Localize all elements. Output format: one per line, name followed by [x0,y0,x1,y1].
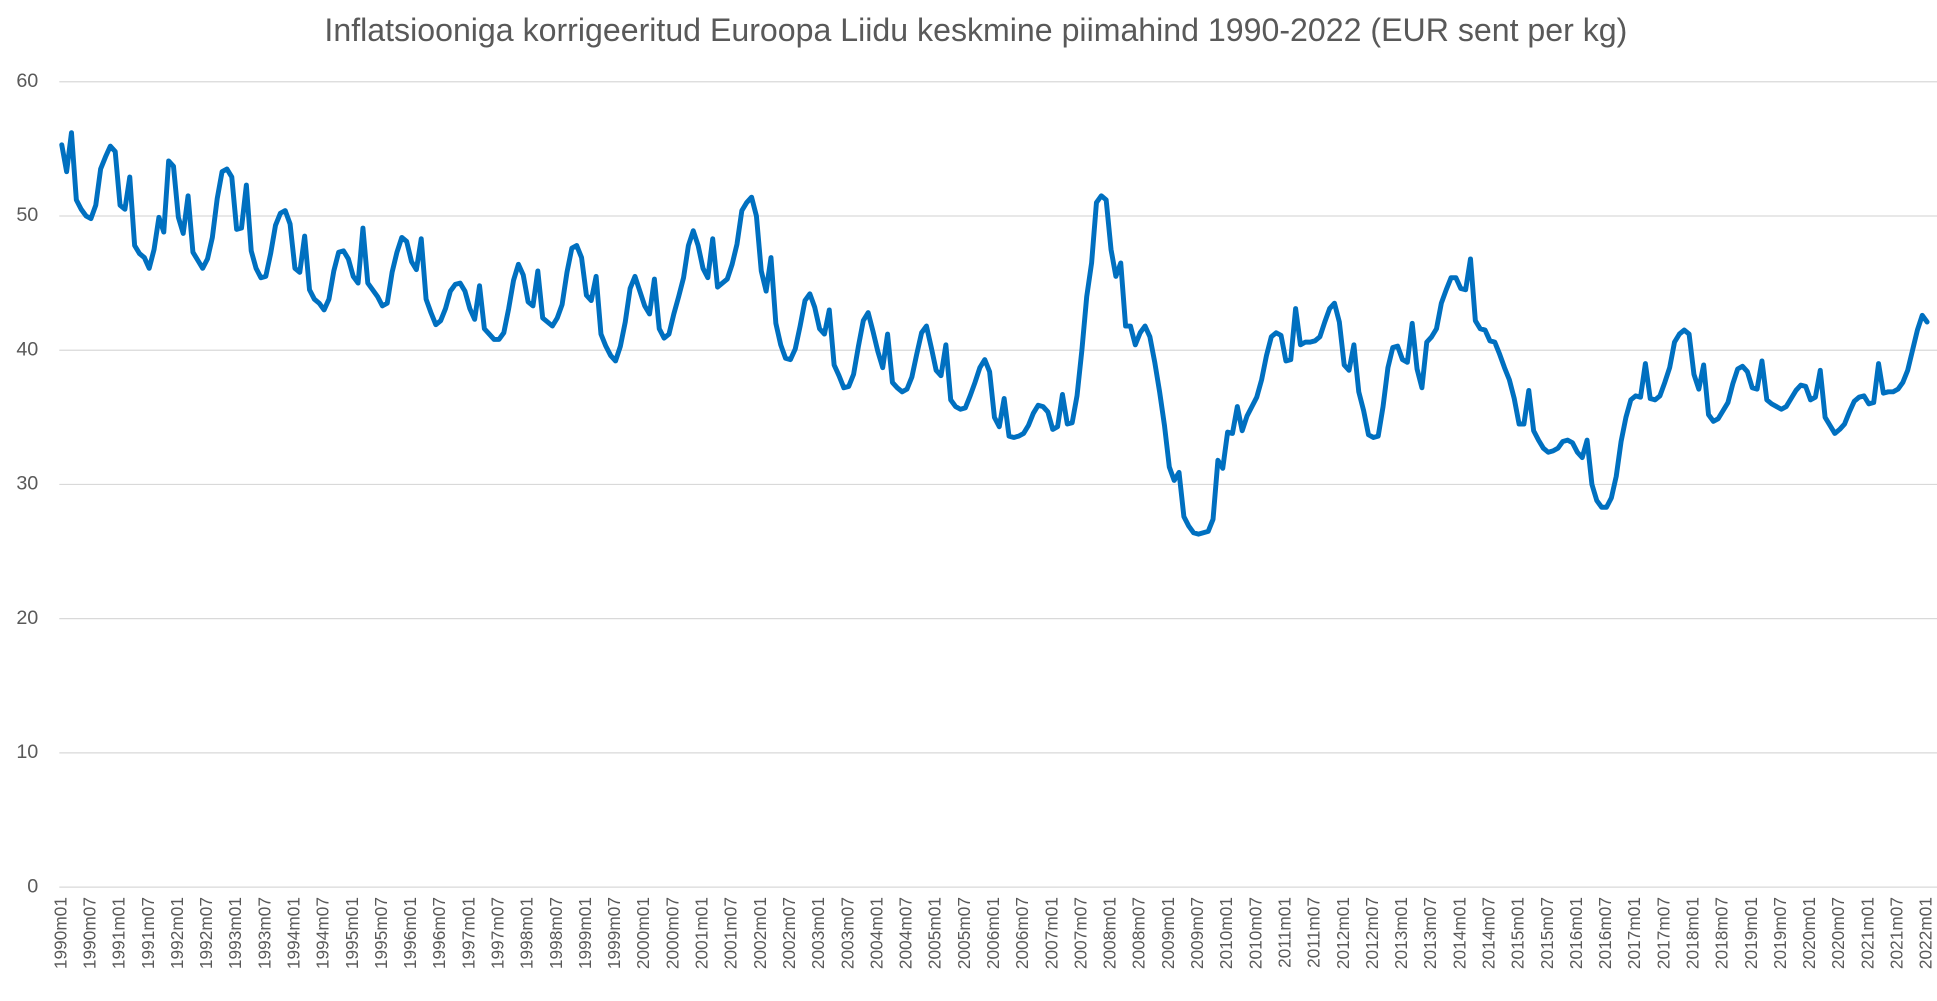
x-tick-label: 1990m07 [79,897,99,969]
chart-title: Inflatsiooniga korrigeeritud Euroopa Lii… [324,12,1627,48]
x-tick-label: 1996m01 [400,897,420,969]
x-tick-label: 2018m07 [1712,897,1732,969]
x-tick-label: 1997m07 [488,897,508,969]
x-tick-label: 2008m07 [1129,897,1149,969]
x-tick-label: 2015m01 [1508,897,1528,969]
x-tick-label: 2009m07 [1187,897,1207,969]
x-tick-label: 2020m01 [1799,897,1819,969]
x-tick-label: 2014m07 [1478,897,1498,969]
x-tick-label: 1991m01 [109,897,129,969]
x-tick-label: 2021m07 [1887,897,1907,969]
x-tick-label: 1996m07 [429,897,449,969]
x-tick-label: 1990m01 [50,897,70,969]
x-tick-label: 1995m07 [371,897,391,969]
x-tick-label: 2013m01 [1391,897,1411,969]
x-tick-label: 2016m07 [1595,897,1615,969]
x-tick-label: 2000m01 [633,897,653,969]
y-tick-label: 50 [16,204,38,226]
x-tick-label: 2013m07 [1420,897,1440,969]
x-tick-label: 2015m07 [1537,897,1557,969]
x-tick-label: 1997m01 [458,897,478,969]
x-tick-label: 2003m07 [837,897,857,969]
y-tick-label: 0 [27,875,38,897]
x-tick-label: 2011m01 [1274,897,1294,968]
x-tick-label: 2018m01 [1683,897,1703,969]
x-tick-label: 2012m01 [1333,897,1353,969]
y-tick-label: 60 [16,70,38,92]
x-tick-label: 2007m01 [1041,897,1061,969]
x-tick-label: 2002m01 [750,897,770,969]
y-tick-label: 40 [16,338,38,360]
y-tick-label: 20 [16,607,38,629]
x-tick-label: 1999m01 [575,897,595,969]
x-tick-label: 1999m07 [604,897,624,969]
x-tick-label: 2003m01 [808,897,828,969]
x-tick-label: 2019m01 [1741,897,1761,969]
x-tick-label: 1998m07 [546,897,566,969]
x-tick-label: 2011m07 [1304,897,1324,968]
x-tick-label: 2004m01 [866,897,886,969]
x-tick-label: 1998m01 [517,897,537,969]
x-tick-label: 2010m01 [1216,897,1236,969]
x-tick-label: 2022m01 [1916,897,1936,969]
x-tick-label: 2016m01 [1566,897,1586,969]
x-tick-label: 2019m07 [1770,897,1790,969]
y-tick-label: 10 [16,741,38,763]
x-tick-label: 2017m07 [1653,897,1673,969]
x-tick-label: 1993m07 [254,897,274,969]
x-tick-label: 2014m01 [1449,897,1469,969]
x-tick-label: 1992m01 [167,897,187,969]
x-tick-label: 1992m07 [196,897,216,969]
x-tick-label: 2004m07 [896,897,916,969]
x-tick-label: 2006m07 [1012,897,1032,969]
x-tick-label: 2006m01 [983,897,1003,969]
x-tick-label: 1994m01 [283,897,303,969]
x-tick-label: 2005m01 [925,897,945,969]
data-line [59,130,1930,537]
x-tick-label: 2005m07 [954,897,974,969]
x-tick-label: 2001m01 [692,897,712,969]
x-tick-label: 2008m01 [1100,897,1120,969]
y-tick-label: 30 [16,473,38,495]
x-tick-label: 2007m07 [1070,897,1090,969]
x-tick-label: 1995m01 [342,897,362,969]
x-tick-label: 2021m01 [1857,897,1877,969]
x-tick-label: 2000m07 [662,897,682,969]
x-tick-label: 2020m07 [1828,897,1848,969]
x-tick-label: 2010m07 [1245,897,1265,969]
x-tick-label: 2012m07 [1362,897,1382,969]
x-tick-label: 2009m01 [1158,897,1178,969]
x-tick-label: 2017m01 [1624,897,1644,969]
x-tick-label: 1993m01 [225,897,245,969]
x-tick-label: 1991m07 [138,897,158,969]
x-tick-label: 1994m07 [313,897,333,969]
x-tick-label: 2001m07 [721,897,741,969]
x-tick-label: 2002m07 [779,897,799,969]
